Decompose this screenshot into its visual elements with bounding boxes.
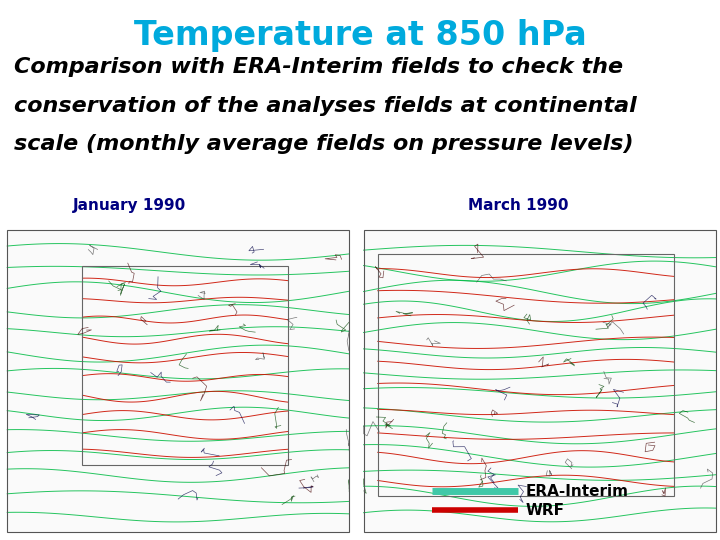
- Text: conservation of the analyses fields at continental: conservation of the analyses fields at c…: [14, 96, 637, 116]
- Text: scale (monthly average fields on pressure levels): scale (monthly average fields on pressur…: [14, 134, 634, 154]
- Text: WRF: WRF: [526, 503, 564, 518]
- Bar: [378, 254, 674, 496]
- Bar: [364, 230, 716, 532]
- Bar: [364, 230, 716, 532]
- Text: ERA-Interim: ERA-Interim: [526, 484, 629, 499]
- Text: March 1990: March 1990: [468, 198, 569, 213]
- Text: Temperature at 850 hPa: Temperature at 850 hPa: [134, 19, 586, 52]
- Text: Comparison with ERA-Interim fields to check the: Comparison with ERA-Interim fields to ch…: [14, 57, 624, 77]
- Bar: [82, 266, 288, 465]
- Bar: [7, 230, 349, 532]
- Bar: [7, 230, 349, 532]
- Text: January 1990: January 1990: [73, 198, 186, 213]
